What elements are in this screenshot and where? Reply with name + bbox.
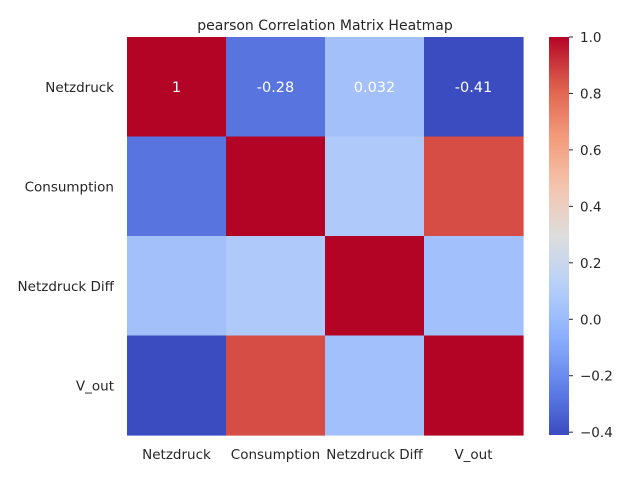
heatmap-cell-r2-c2 <box>325 236 425 337</box>
colorbar <box>549 37 569 435</box>
heatmap-cell-r1-c1 <box>226 136 326 237</box>
cell-annotation-r0-c2: 0.032 <box>354 80 396 96</box>
heatmap-cell-r1-c0 <box>127 136 227 237</box>
cell-annotation-r0-c1: -0.28 <box>257 80 295 96</box>
heatmap-cell-r2-c3 <box>424 236 524 337</box>
colorbar-tick-label: 0.6 <box>580 143 601 159</box>
heatmap-cell-r3-c3 <box>424 335 524 436</box>
colorbar-tick-label: −0.4 <box>580 425 613 441</box>
y-tick-label: Netzdruck Diff <box>18 279 115 295</box>
cell-annotation-r0-c0: 1 <box>172 80 181 96</box>
x-tick-label: V_out <box>454 447 492 463</box>
heatmap-cell-r0-c1 <box>226 37 326 138</box>
heatmap-cell-r0-c2 <box>325 37 425 138</box>
y-tick-label: Consumption <box>25 179 114 195</box>
colorbar-tick-label: 0.0 <box>580 312 601 328</box>
x-axis-tick-labels: Netzdruck Consumption Netzdruck Diff V_out <box>142 447 492 463</box>
heatmap-cell-r0-c0 <box>127 37 227 138</box>
cell-annotation-r0-c3: -0.41 <box>455 80 493 96</box>
colorbar-ticks: 1.0 0.8 0.6 0.4 0.2 0.0 −0.2 −0.4 <box>569 30 613 441</box>
colorbar-tick-label: −0.2 <box>580 369 613 385</box>
x-tick-label: Netzdruck Diff <box>326 447 423 463</box>
colorbar-tick-label: 0.4 <box>580 199 601 215</box>
heatmap-cell-r1-c3 <box>424 136 524 237</box>
x-tick-label: Netzdruck <box>142 447 211 463</box>
y-axis-tick-labels: Netzdruck Consumption Netzdruck Diff V_out <box>18 80 115 395</box>
y-tick-label: V_out <box>76 378 114 394</box>
heatmap-cell-r3-c0 <box>127 335 227 436</box>
heatmap-cell-r3-c2 <box>325 335 425 436</box>
chart-title: pearson Correlation Matrix Heatmap <box>197 18 453 34</box>
colorbar-tick-label: 0.2 <box>580 256 601 272</box>
colorbar-tick-label: 0.8 <box>580 86 601 102</box>
y-tick-label: Netzdruck <box>45 80 114 96</box>
heatmap-cell-r2-c0 <box>127 236 227 337</box>
heatmap-cell-r2-c1 <box>226 236 326 337</box>
x-tick-label: Consumption <box>231 447 320 463</box>
colorbar-tick-label: 1.0 <box>580 30 601 46</box>
cell-annotations: 1 -0.28 0.032 -0.41 <box>172 80 492 96</box>
heatmap-cell-r3-c1 <box>226 335 326 436</box>
heatmap-cell-r1-c2 <box>325 136 425 237</box>
heatmap-cell-r0-c3 <box>424 37 524 138</box>
heatmap-cells <box>127 37 524 436</box>
